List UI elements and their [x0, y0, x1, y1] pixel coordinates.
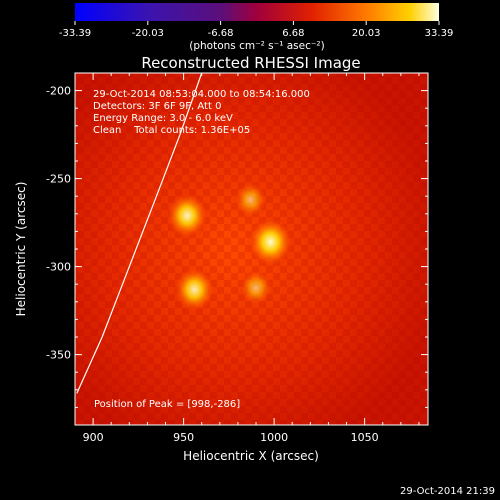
colorbar-tick-label: -33.39	[59, 28, 91, 39]
annotation-block: 29-Oct-2014 08:53:04.000 to 08:54:16.000…	[93, 89, 310, 136]
xray-source	[172, 265, 217, 314]
x-axis-label: Heliocentric X (arcsec)	[183, 449, 319, 463]
solar-limb-curve	[76, 73, 203, 394]
colorbar-ticks: -33.39 -20.03 -6.68 6.68 20.03 33.39	[59, 21, 453, 39]
x-tick-label: 1000	[260, 431, 288, 444]
colorbar-tick-label: -20.03	[132, 28, 164, 39]
xray-source	[238, 268, 274, 307]
chart-title: Reconstructed RHESSI Image	[141, 54, 360, 72]
colorbar: -33.39 -20.03 -6.68 6.68 20.03 33.39 (photons…	[59, 3, 453, 52]
xray-source	[233, 180, 269, 219]
x-axis: 900 950 1000 1050	[74, 73, 420, 444]
y-tick-label: -200	[46, 85, 71, 98]
x-tick-label: 950	[173, 431, 194, 444]
peak-position-label: Position of Peak = [998,-286]	[94, 399, 240, 410]
xray-source	[246, 215, 295, 269]
colorbar-tick-label: 20.03	[352, 28, 381, 39]
source-layer	[164, 180, 295, 314]
annotation-clean-counts: Clean Total counts: 1.36E+05	[93, 125, 250, 136]
plot-area	[75, 73, 428, 425]
colorbar-tick-label: 33.39	[425, 28, 454, 39]
annotation-energy-range: Energy Range: 3.0 - 6.0 keV	[93, 113, 233, 124]
y-tick-label: -350	[46, 349, 71, 362]
colorbar-unit-label: (photons cm⁻² s⁻¹ asec⁻²)	[189, 40, 324, 52]
y-tick-label: -250	[46, 173, 71, 186]
annotation-time-range: 29-Oct-2014 08:53:04.000 to 08:54:16.000	[93, 89, 310, 100]
xray-source	[164, 190, 210, 241]
colorbar-tick-label: 6.68	[282, 28, 304, 39]
y-tick-label: -300	[46, 261, 71, 274]
generation-timestamp: 29-Oct-2014 21:39	[400, 486, 495, 497]
colorbar-gradient	[75, 3, 439, 21]
y-axis-label: Heliocentric Y (arcsec)	[14, 182, 28, 317]
annotation-detectors: Detectors: 3F 6F 9F, Att 0	[93, 101, 221, 112]
x-tick-label: 900	[83, 431, 104, 444]
y-axis: -200 -250 -300 -350	[46, 72, 428, 426]
x-tick-label: 1050	[351, 431, 379, 444]
colorbar-tick-label: -6.68	[208, 28, 234, 39]
